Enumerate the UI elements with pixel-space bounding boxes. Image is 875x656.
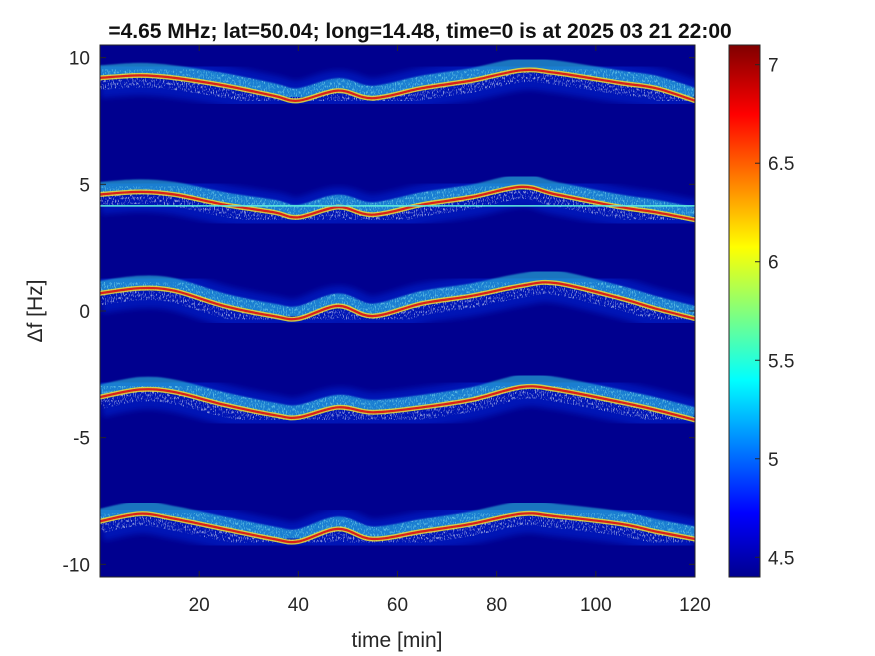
colorbar-tick-label: 6.5 xyxy=(768,154,794,175)
chart-title: =4.65 MHz; lat=50.04; long=14.48, time=0… xyxy=(108,20,731,43)
x-tick-label: 40 xyxy=(288,595,309,616)
y-axis-label: Δf [Hz] xyxy=(24,279,47,342)
doppler-traces xyxy=(100,49,695,563)
x-tick-label: 100 xyxy=(580,595,612,616)
x-tick-label: 120 xyxy=(679,595,711,616)
colorbar-tick-label: 5.5 xyxy=(768,351,794,372)
y-tick-label: 5 xyxy=(79,175,90,196)
colorbar-tick-label: 7 xyxy=(768,56,779,77)
x-axis-ticks: 20 40 60 80 100 120 xyxy=(189,45,711,616)
y-tick-label: -10 xyxy=(63,555,90,576)
colorbar-gradient xyxy=(729,45,760,577)
trace-3 xyxy=(100,262,695,340)
x-tick-label: 20 xyxy=(189,595,210,616)
trace-5 xyxy=(100,493,695,563)
x-tick-label: 80 xyxy=(486,595,507,616)
y-tick-label: 0 xyxy=(79,302,90,323)
colorbar-tick-label: 6 xyxy=(768,253,779,274)
colorbar: 7 6.5 6 5.5 5 4.5 xyxy=(728,44,794,578)
trace-1 xyxy=(100,49,695,121)
y-tick-label: -5 xyxy=(73,429,90,450)
x-axis-label: time [min] xyxy=(351,629,442,652)
colorbar-tick-label: 5 xyxy=(768,450,779,471)
y-tick-label: 10 xyxy=(69,49,90,70)
trace-4 xyxy=(100,366,695,440)
plot-area xyxy=(99,44,696,578)
x-tick-label: 60 xyxy=(387,595,408,616)
colorbar-ticks: 7 6.5 6 5.5 5 4.5 xyxy=(755,56,794,569)
colorbar-tick-label: 4.5 xyxy=(768,548,794,569)
y-axis-ticks: 10 5 0 -5 -10 xyxy=(63,49,695,576)
trace-2 xyxy=(100,166,695,240)
colorbar-frame xyxy=(728,44,761,578)
